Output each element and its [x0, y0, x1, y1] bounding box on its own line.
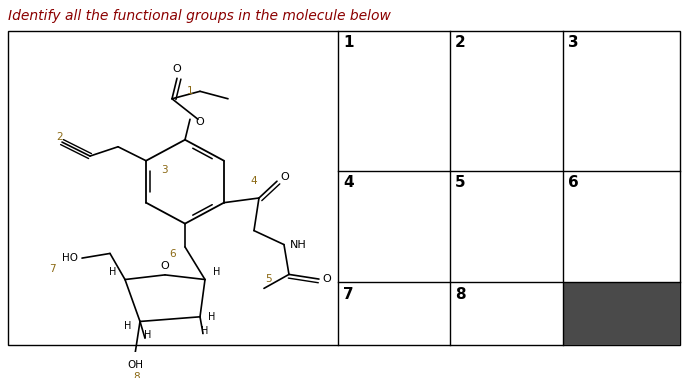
Text: 6: 6	[170, 249, 177, 259]
Text: 1: 1	[343, 36, 354, 50]
Text: H: H	[124, 321, 132, 331]
Text: O: O	[323, 274, 331, 284]
Text: 3: 3	[568, 36, 578, 50]
Text: O: O	[280, 172, 289, 181]
Text: H: H	[201, 326, 209, 336]
Text: Identify all the functional groups in the molecule below: Identify all the functional groups in th…	[8, 9, 391, 23]
Text: O: O	[161, 260, 170, 271]
Text: 7: 7	[49, 264, 56, 274]
Text: OH: OH	[127, 360, 143, 370]
Text: 4: 4	[251, 176, 258, 186]
Text: 7: 7	[343, 287, 354, 302]
Text: H: H	[213, 267, 221, 277]
Text: 5: 5	[266, 274, 272, 284]
Text: H: H	[109, 267, 117, 277]
Text: O: O	[172, 64, 181, 74]
Text: 2: 2	[57, 132, 63, 143]
Text: 1: 1	[187, 86, 193, 96]
Text: H: H	[208, 312, 216, 322]
Bar	[563, 282, 680, 345]
Text: 6: 6	[568, 175, 578, 190]
Text: 3: 3	[161, 165, 168, 175]
Text: 4: 4	[343, 175, 354, 190]
Text: NH: NH	[290, 240, 306, 249]
Text: H: H	[144, 330, 152, 341]
Text: 2: 2	[455, 36, 466, 50]
Text: 8: 8	[134, 372, 140, 378]
Bar	[8, 31, 680, 345]
Text: O: O	[196, 117, 204, 127]
Text: 8: 8	[455, 287, 466, 302]
Text: HO: HO	[62, 253, 78, 263]
Text: 5: 5	[455, 175, 466, 190]
